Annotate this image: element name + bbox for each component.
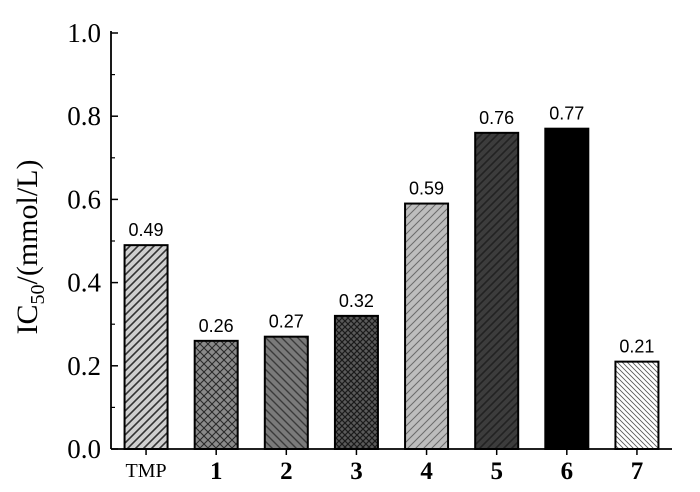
x-axis-ticks: TMP 1 2 3 4 5 6 7 [126,449,644,485]
data-label-2: 0.27 [269,312,304,332]
y-tick-label: 0.6 [67,184,101,214]
data-labels-group: 0.49 0.26 0.27 0.32 0.59 0.76 0.77 0.21 [129,104,655,357]
data-label-7: 0.21 [619,337,654,357]
y-tick-label: 0.8 [67,101,101,131]
data-label-5: 0.76 [479,108,514,128]
y-tick-label: 0.4 [67,268,101,298]
x-tick-label-5: 5 [490,458,503,485]
data-label-3: 0.32 [339,291,374,311]
data-label-4: 0.59 [409,179,444,199]
x-tick-label-1: 1 [210,458,223,485]
data-label-6: 0.77 [549,104,584,124]
y-axis-title: IC50/(mmol/L) [11,160,49,335]
x-tick-label-2: 2 [280,458,293,485]
bar-7 [614,360,660,451]
bar-6 [544,127,590,450]
y-tick-label: 1.0 [67,18,101,48]
x-tick-label-7: 7 [631,458,644,485]
data-label-tmp: 0.49 [129,220,164,240]
y-axis-label: IC50/(mmol/L) [11,160,49,335]
bar-4 [404,202,450,450]
bar-5 [474,131,520,450]
x-tick-label-3: 3 [350,458,363,485]
bars-group [123,127,660,451]
x-tick-label-4: 4 [420,458,433,485]
bar-2 [263,335,309,450]
bar-3 [333,314,379,450]
data-label-1: 0.26 [199,316,234,336]
y-tick-label: 0.0 [67,434,101,464]
y-axis-ticks: 0.0 0.2 0.4 0.6 0.8 1.0 [67,18,118,464]
bar-1 [193,339,239,450]
x-tick-label-tmp: TMP [126,460,167,482]
axes-group [110,31,672,450]
bar-tmp [123,244,169,450]
x-tick-label-6: 6 [561,458,574,485]
y-tick-label: 0.2 [67,351,101,381]
